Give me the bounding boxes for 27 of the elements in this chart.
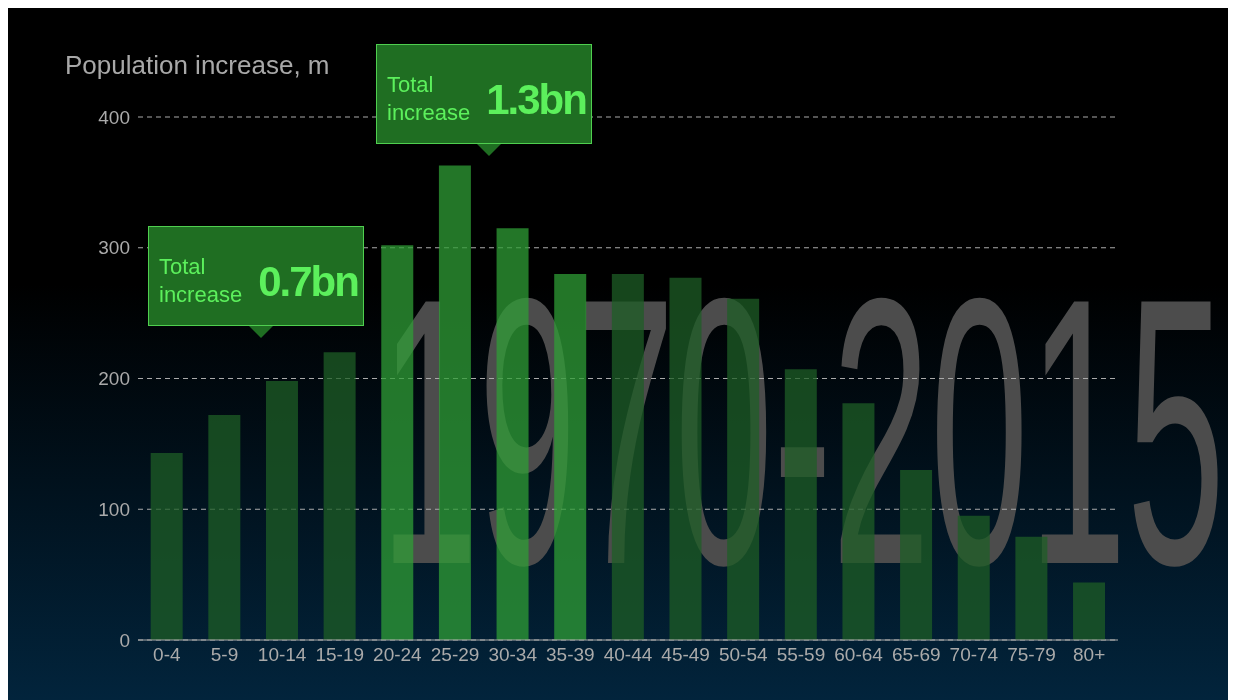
x-tick-label: 5-9 [210, 644, 239, 666]
x-tick-label: 0-4 [153, 644, 181, 666]
y-tick-label: 200 [98, 368, 130, 390]
x-tick-label: 35-39 [546, 644, 595, 666]
x-tick-label: 15-19 [315, 644, 365, 666]
y-tick-label: 400 [98, 106, 130, 128]
y-tick-label: 0 [119, 629, 130, 651]
x-tick-label: 40-44 [603, 644, 653, 666]
x-tick-label: 50-54 [718, 644, 769, 666]
x-tick-label: 25-29 [430, 644, 480, 666]
bar [265, 381, 298, 640]
chart-title: Population increase, m [65, 50, 330, 81]
bar [208, 415, 241, 640]
x-tick-label: 55-59 [776, 644, 826, 666]
x-tick-label: 70-74 [949, 644, 999, 666]
bar [323, 352, 356, 640]
y-tick-label: 100 [98, 498, 130, 520]
x-tick-label: 30-34 [488, 644, 538, 666]
x-tick-label: 45-49 [661, 644, 710, 666]
x-tick-label: 75-79 [1007, 644, 1056, 666]
x-tick-label: 60-64 [834, 644, 884, 666]
bar [150, 453, 183, 640]
x-tick-label: 65-69 [891, 644, 941, 666]
x-tick-label: 10-14 [257, 644, 307, 666]
x-tick-label: 20-24 [373, 644, 423, 666]
y-tick-label: 300 [98, 237, 130, 259]
x-tick-label: 80+ [1073, 644, 1106, 666]
